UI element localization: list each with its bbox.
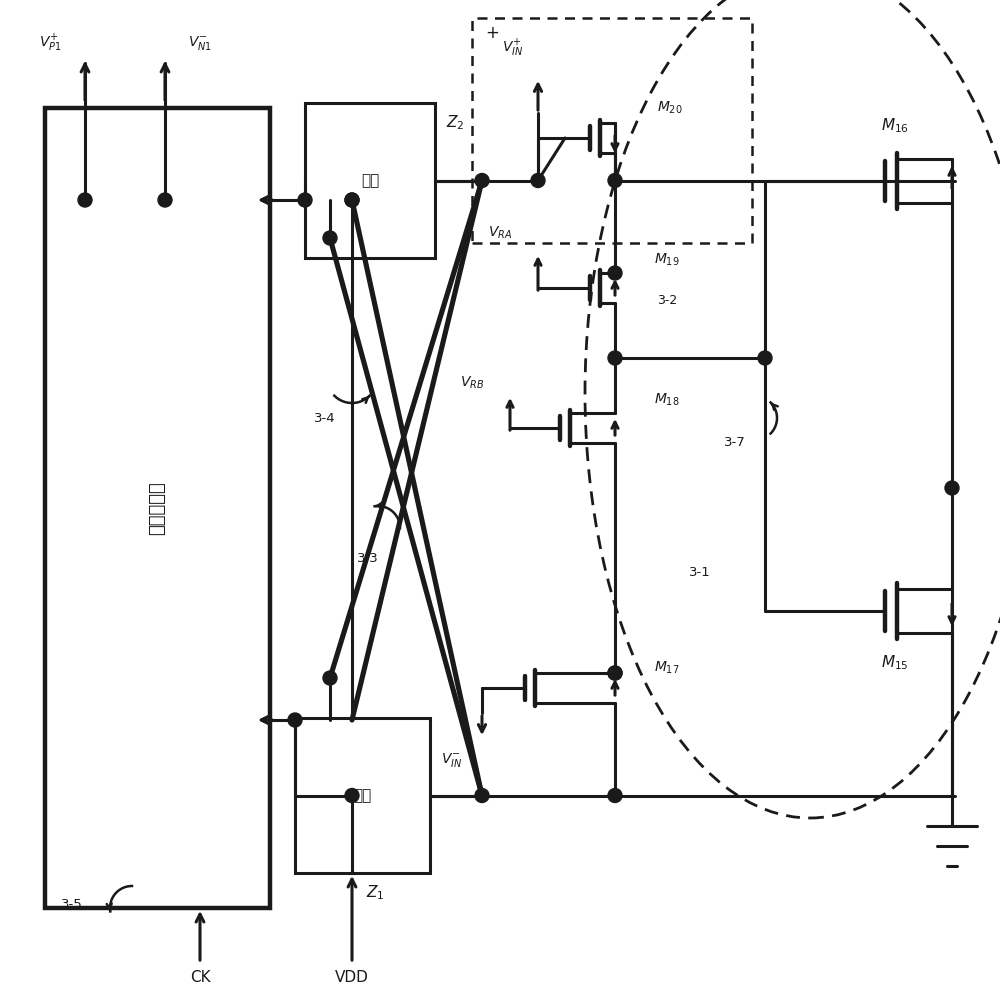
- Circle shape: [298, 193, 312, 207]
- Bar: [472, 18, 752, 243]
- Text: $M_{18}$: $M_{18}$: [654, 392, 680, 408]
- Circle shape: [475, 788, 489, 802]
- Bar: [295, 718, 430, 873]
- Circle shape: [608, 666, 622, 680]
- Text: 3-3: 3-3: [357, 551, 379, 564]
- Text: 负载: 负载: [361, 173, 379, 188]
- Text: $M_{20}$: $M_{20}$: [657, 100, 683, 116]
- Text: 3-4: 3-4: [314, 411, 336, 424]
- Bar: [45, 108, 270, 908]
- Text: $V_{P1}^{+}$: $V_{P1}^{+}$: [39, 33, 61, 54]
- Text: 3-1: 3-1: [689, 566, 711, 580]
- Circle shape: [158, 193, 172, 207]
- Circle shape: [323, 231, 337, 245]
- Text: VDD: VDD: [335, 970, 369, 985]
- Text: 3-7: 3-7: [724, 437, 746, 450]
- Circle shape: [345, 193, 359, 207]
- Circle shape: [288, 713, 302, 727]
- Text: $M_{17}$: $M_{17}$: [654, 659, 680, 676]
- Bar: [305, 103, 435, 258]
- Text: $M_{16}$: $M_{16}$: [881, 116, 909, 135]
- Text: $Z_2$: $Z_2$: [446, 113, 464, 132]
- Text: $V_{IN}^{+}$: $V_{IN}^{+}$: [502, 38, 524, 59]
- Circle shape: [475, 174, 489, 188]
- Circle shape: [608, 351, 622, 365]
- Text: 3-5: 3-5: [61, 899, 83, 912]
- Circle shape: [608, 266, 622, 280]
- Circle shape: [531, 174, 545, 188]
- Text: CK: CK: [190, 970, 210, 985]
- Text: $Z_1$: $Z_1$: [366, 884, 384, 903]
- Text: $V_{N1}^{-}$: $V_{N1}^{-}$: [188, 34, 212, 52]
- Circle shape: [345, 193, 359, 207]
- Text: $M_{19}$: $M_{19}$: [654, 252, 680, 268]
- Text: $V_{RB}$: $V_{RB}$: [460, 374, 484, 391]
- Circle shape: [345, 788, 359, 802]
- Circle shape: [945, 481, 959, 495]
- Circle shape: [608, 666, 622, 680]
- Circle shape: [608, 174, 622, 188]
- Circle shape: [608, 788, 622, 802]
- Text: 后计时操作: 后计时操作: [148, 482, 166, 535]
- Circle shape: [758, 351, 772, 365]
- Text: 3-2: 3-2: [657, 294, 677, 307]
- Text: 负载: 负载: [353, 788, 372, 803]
- Text: $M_{15}$: $M_{15}$: [881, 653, 909, 672]
- Circle shape: [78, 193, 92, 207]
- Text: $V_{IN}^{-}$: $V_{IN}^{-}$: [441, 751, 463, 769]
- Text: $V_{RA}$: $V_{RA}$: [488, 224, 512, 241]
- Text: +: +: [485, 24, 499, 42]
- Circle shape: [323, 671, 337, 685]
